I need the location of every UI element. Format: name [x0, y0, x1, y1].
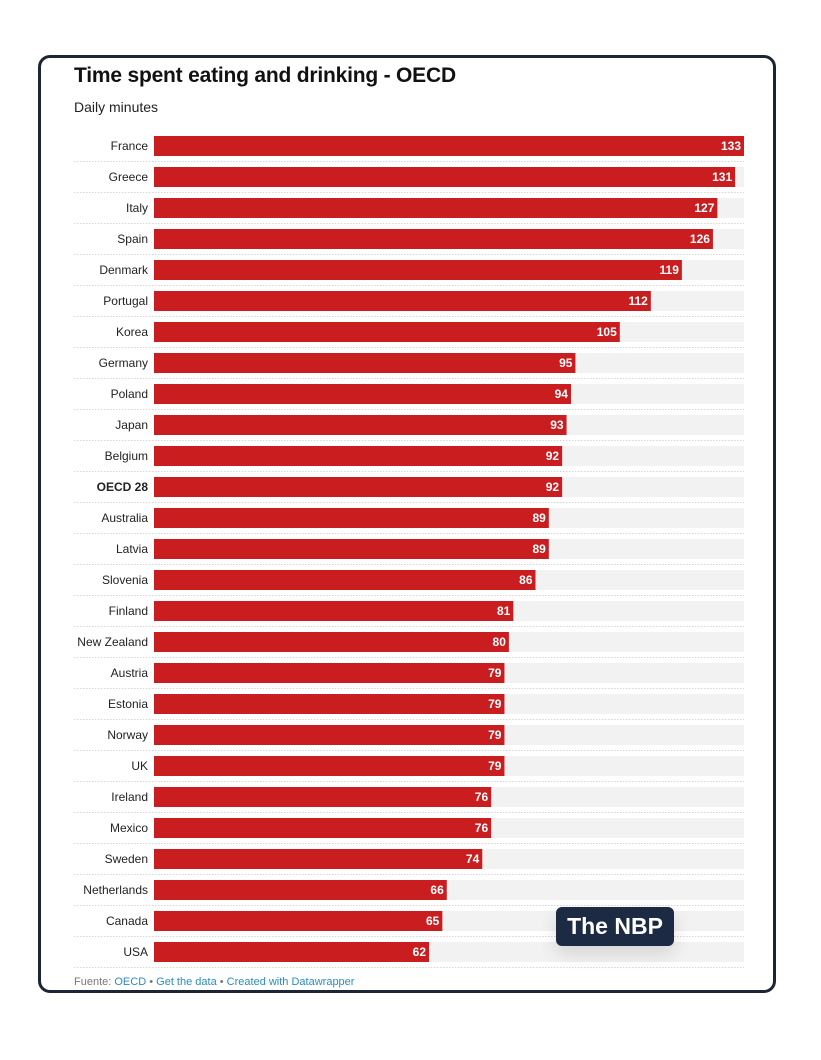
- category-label: Finland: [109, 604, 148, 618]
- footer-prefix: Fuente:: [74, 976, 112, 988]
- category-label: Japan: [115, 418, 148, 432]
- value-label: 81: [497, 604, 511, 618]
- value-label: 112: [628, 294, 648, 308]
- value-label: 133: [721, 139, 741, 153]
- bar: [154, 415, 567, 435]
- category-label: Denmark: [99, 263, 149, 277]
- bar: [154, 570, 536, 590]
- value-label: 76: [475, 821, 489, 835]
- bar: [154, 539, 549, 559]
- bar: [154, 322, 620, 342]
- value-label: 65: [426, 914, 440, 928]
- category-label: Belgium: [105, 449, 148, 463]
- bar: [154, 818, 492, 838]
- category-label: Netherlands: [83, 883, 148, 897]
- category-label: Portugal: [103, 294, 148, 308]
- bar: [154, 353, 576, 373]
- value-label: 89: [532, 542, 546, 556]
- bar: [154, 260, 682, 280]
- category-label: Sweden: [105, 852, 148, 866]
- value-label: 79: [488, 728, 502, 742]
- bar: [154, 198, 718, 218]
- category-label: Slovenia: [102, 573, 148, 587]
- category-label: USA: [123, 945, 148, 959]
- bar: [154, 880, 447, 900]
- category-label: Latvia: [116, 542, 148, 556]
- value-label: 80: [493, 635, 507, 649]
- bar: [154, 136, 744, 156]
- bar: [154, 291, 651, 311]
- value-label: 79: [488, 666, 502, 680]
- value-label: 94: [555, 387, 569, 401]
- value-label: 93: [550, 418, 564, 432]
- bar: [154, 384, 571, 404]
- category-label: Norway: [107, 728, 148, 742]
- footer-separator-2: •: [219, 976, 224, 988]
- category-label: Greece: [109, 170, 149, 184]
- category-label: Ireland: [111, 790, 148, 804]
- category-label: OECD 28: [97, 480, 149, 494]
- bar: [154, 601, 514, 621]
- bar: [154, 663, 505, 683]
- chart-subtitle: Daily minutes: [74, 99, 159, 115]
- get-data-link[interactable]: Get the data: [156, 976, 217, 988]
- value-label: 66: [430, 883, 444, 897]
- category-label: Canada: [106, 914, 148, 928]
- category-label: Australia: [101, 511, 148, 525]
- bar: [154, 167, 736, 187]
- source-link[interactable]: OECD: [114, 976, 147, 988]
- chart-title: Time spent eating and drinking - OECD: [74, 64, 456, 87]
- value-label: 89: [532, 511, 546, 525]
- chart-footer: Fuente: OECD • Get the data • Created wi…: [74, 976, 354, 988]
- value-label: 74: [466, 852, 480, 866]
- category-label: Italy: [126, 201, 148, 215]
- value-label: 95: [559, 356, 573, 370]
- footer-separator-1: •: [149, 976, 154, 988]
- category-label: Mexico: [110, 821, 148, 835]
- bar: [154, 756, 505, 776]
- value-label: 105: [597, 325, 617, 339]
- datawrapper-link[interactable]: Created with Datawrapper: [226, 976, 355, 988]
- nbp-badge: The NBP: [556, 907, 674, 946]
- bar: [154, 787, 492, 807]
- bar: [154, 725, 505, 745]
- category-label: Austria: [111, 666, 149, 680]
- bar: [154, 632, 509, 652]
- bar: [154, 477, 563, 497]
- category-label: Germany: [99, 356, 148, 370]
- bar: [154, 446, 563, 466]
- value-label: 127: [694, 201, 714, 215]
- bar: [154, 911, 443, 931]
- bar: [154, 694, 505, 714]
- value-label: 131: [712, 170, 732, 184]
- category-label: New Zealand: [77, 635, 148, 649]
- category-label: Poland: [111, 387, 148, 401]
- bar: [154, 942, 430, 962]
- value-label: 79: [488, 759, 502, 773]
- bar: [154, 508, 549, 528]
- value-label: 126: [690, 232, 710, 246]
- category-label: Estonia: [108, 697, 148, 711]
- value-label: 86: [519, 573, 533, 587]
- category-label: UK: [131, 759, 148, 773]
- value-label: 62: [413, 945, 427, 959]
- bar: [154, 229, 713, 249]
- value-label: 92: [546, 480, 560, 494]
- value-label: 76: [475, 790, 489, 804]
- value-label: 79: [488, 697, 502, 711]
- category-label: France: [111, 139, 149, 153]
- value-label: 119: [660, 263, 680, 277]
- value-label: 92: [546, 449, 560, 463]
- category-label: Spain: [117, 232, 148, 246]
- bar: [154, 849, 483, 869]
- category-label: Korea: [116, 325, 148, 339]
